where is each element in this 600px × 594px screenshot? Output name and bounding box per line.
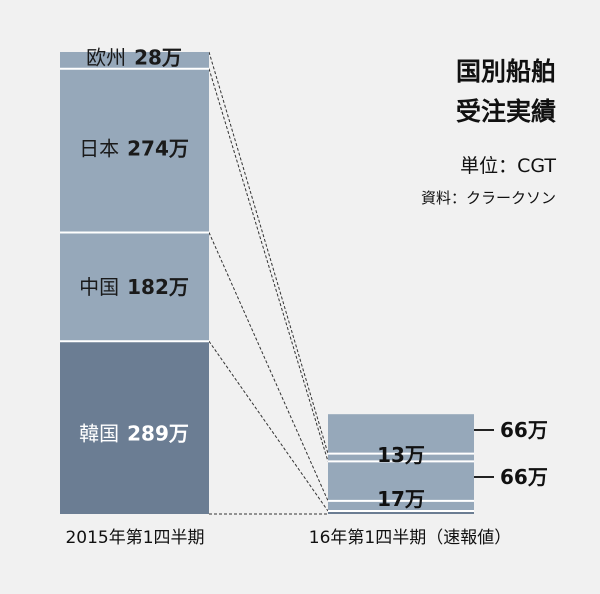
source-label: 資料：クラークソン [421,189,556,207]
x-label-2015q1: 2015年第1四半期 [65,528,204,548]
bar2-inner-label-2: 17万 [377,487,425,511]
bar1-segment-4 [60,52,209,69]
bar2-outer-label-5: 66万 [500,418,548,442]
bar-2016q1 [328,414,474,514]
bar1-label-value-4: 28万 [134,45,182,69]
bar2-inner-label-4: 13万 [377,443,425,467]
bar-2015q1 [60,52,209,514]
bar2-outer-label-3: 66万 [500,465,548,489]
segment-labels: 韓国 289万 中国 182万 日本 274万 欧州 28万 17万 13万 66万 66万 [79,45,548,511]
bar1-segment-1 [60,341,209,514]
chart-title-line-1: 国別船舶 [456,57,556,86]
unit-label: 単位：CGT [460,155,556,177]
bar1-label-value-3: 274万 [127,137,189,161]
bar2-segment-4 [328,453,474,462]
bar1-label-name-4: 欧州 [86,45,126,69]
bar1-segment-3 [60,68,209,233]
bar2-segment-1 [328,511,474,514]
connector-line-4 [208,68,329,462]
bar1-label-3: 日本 274万 [79,137,189,161]
bar2-segment-2 [328,500,474,512]
bar1-segment-2 [60,232,209,342]
bar1-label-name-1: 韓国 [79,422,119,446]
x-label-2016q1: 16年第1四半期（速報値） [309,528,511,548]
bar1-label-1: 韓国 289万 [79,422,189,446]
bar1-label-2: 中国 182万 [79,275,189,299]
bar1-label-value-1: 289万 [127,422,189,446]
chart-title-line-2: 受注実績 [456,97,556,126]
bar2-segment-3 [328,461,474,501]
bar1-label-name-3: 日本 [79,137,119,161]
bar1-label-4: 欧州 28万 [86,45,182,69]
bar1-label-value-2: 182万 [127,275,189,299]
connector-line-2 [208,340,329,512]
connector-lines [208,51,329,515]
bar1-label-name-2: 中国 [79,275,119,299]
connector-line-3 [208,232,329,502]
bar2-segment-5 [328,414,474,454]
connector-line-5 [208,51,329,454]
